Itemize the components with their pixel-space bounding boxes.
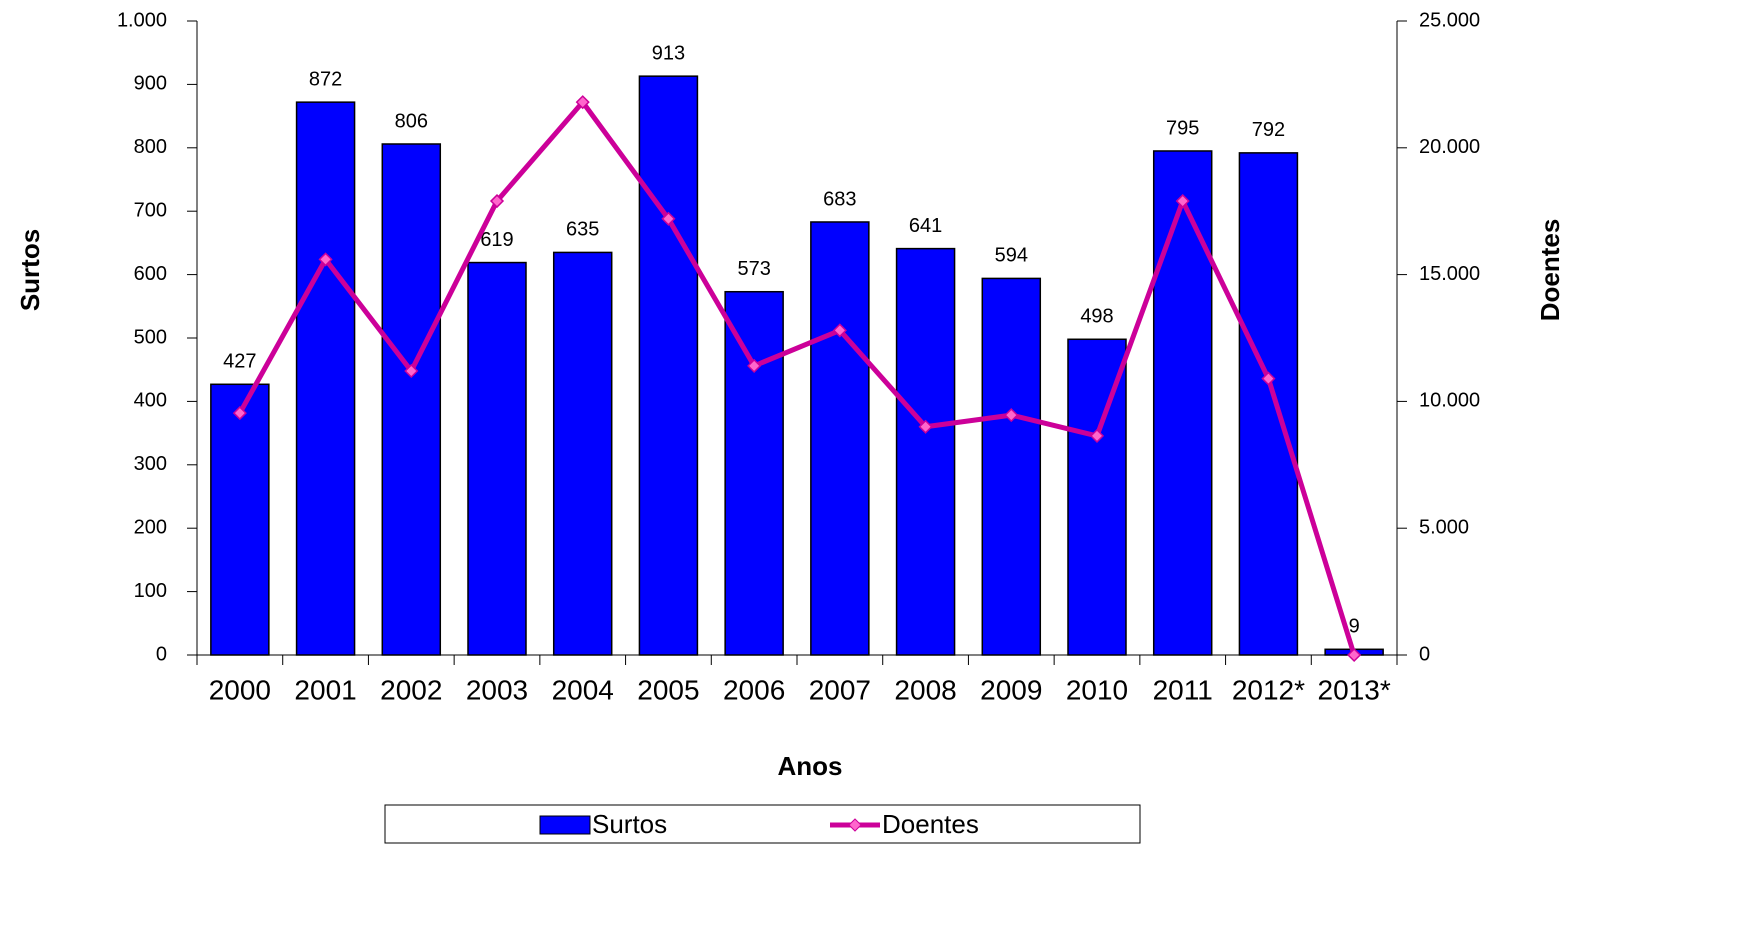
y2-tick-label: 15.000 — [1419, 263, 1480, 285]
line-marker — [1175, 193, 1190, 209]
data-label: 683 — [823, 188, 856, 210]
x-tick-label: 2008 — [894, 674, 956, 705]
bar — [638, 75, 699, 656]
data-label: 806 — [395, 110, 428, 132]
legend-swatch-marker — [848, 818, 862, 832]
data-label: 913 — [652, 42, 685, 64]
line-marker — [918, 419, 933, 434]
line-marker — [832, 323, 847, 338]
y2-tick-label: 0 — [1419, 643, 1430, 665]
x-tick-label: 2009 — [980, 674, 1042, 705]
line-marker — [489, 193, 505, 209]
line-marker — [661, 211, 676, 226]
line-marker — [747, 358, 762, 373]
y-tick-label: 600 — [134, 263, 167, 285]
x-tick-label: 2010 — [1066, 674, 1128, 705]
data-label: 872 — [309, 68, 342, 90]
line-marker — [318, 252, 333, 267]
x-tick-label: 2012* — [1232, 674, 1305, 705]
x-tick-label: 2004 — [552, 674, 614, 705]
bar — [1152, 150, 1213, 656]
bar — [210, 383, 270, 656]
y-tick-label: 400 — [134, 390, 167, 412]
line-marker — [1089, 428, 1105, 443]
legend-label: Surtos — [592, 809, 667, 839]
bar — [552, 251, 613, 656]
y2-tick-label: 20.000 — [1419, 136, 1480, 158]
data-label: 792 — [1252, 119, 1285, 141]
x-tick-label: 2006 — [723, 674, 785, 705]
x-tick-label: 2002 — [380, 674, 442, 705]
y-axis-title: Surtos — [15, 229, 45, 311]
line-marker — [575, 95, 590, 110]
y-tick-label: 500 — [134, 326, 167, 348]
line-marker — [404, 363, 419, 379]
y-tick-label: 300 — [134, 453, 167, 475]
bar — [981, 277, 1042, 656]
x-tick-label: 2005 — [637, 674, 699, 705]
data-label: 573 — [737, 258, 770, 280]
bar — [1067, 338, 1127, 656]
x-tick-label: 2001 — [294, 674, 356, 705]
data-label: 641 — [909, 215, 942, 237]
bar — [724, 290, 784, 656]
bar — [381, 143, 442, 656]
y2-axis-title: Doentes — [1535, 219, 1565, 322]
bar — [1238, 152, 1299, 656]
line-marker — [1347, 647, 1362, 663]
data-label: 498 — [1080, 306, 1113, 328]
x-tick-label: 2007 — [809, 674, 871, 705]
bar — [295, 101, 356, 656]
bar — [895, 247, 956, 656]
data-label: 9 — [1349, 616, 1360, 638]
bar — [810, 221, 870, 656]
line — [237, 99, 1357, 656]
y2-tick-label: 5.000 — [1419, 516, 1469, 538]
x-axis-title: Anos — [778, 751, 843, 781]
x-tick-label: 2003 — [466, 674, 528, 705]
x-tick-label: 2011 — [1153, 674, 1213, 705]
data-label: 427 — [223, 351, 256, 373]
x-tick-label: 2000 — [209, 674, 271, 705]
bar — [467, 261, 527, 656]
y2-tick-label: 10.000 — [1419, 390, 1480, 412]
y-tick-label: 900 — [134, 73, 167, 95]
y2-tick-label: 25.000 — [1419, 9, 1480, 31]
data-label: 619 — [480, 229, 513, 251]
y-tick-label: 0 — [156, 643, 167, 665]
data-label: 594 — [995, 245, 1028, 267]
y-tick-label: 700 — [134, 199, 167, 221]
data-label: 795 — [1166, 117, 1199, 139]
y-tick-label: 100 — [134, 580, 167, 602]
x-tick-label: 2013* — [1318, 674, 1391, 705]
line-marker — [1261, 371, 1276, 386]
line-marker — [1004, 408, 1019, 423]
data-label: 635 — [566, 219, 599, 241]
legend-label: Doentes — [882, 809, 979, 839]
y-tick-label: 1.000 — [117, 9, 167, 31]
y-tick-label: 200 — [134, 516, 167, 538]
legend-swatch — [539, 815, 591, 835]
y-tick-label: 800 — [134, 136, 167, 158]
legend-box — [384, 804, 1141, 844]
line-marker — [232, 406, 247, 421]
